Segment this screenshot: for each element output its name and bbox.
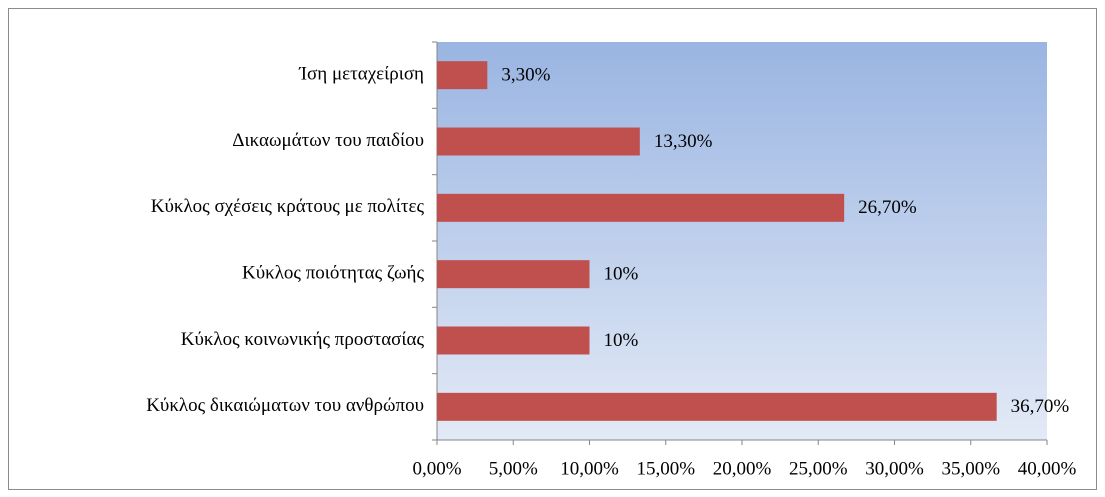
x-tick-label: 5,00% — [489, 458, 538, 479]
x-tick-label: 30,00% — [865, 458, 924, 479]
value-label: 13,30% — [654, 131, 713, 152]
y-tick-label: Ίση μεταχείριση — [298, 64, 424, 85]
x-tick-label: 20,00% — [713, 458, 772, 479]
x-tick-label: 35,00% — [941, 458, 1000, 479]
y-tick-label: Κύκλος ποιότητας ζωής — [242, 263, 424, 284]
value-label: 26,70% — [858, 197, 917, 218]
y-tick-label: Κύκλος κοινωνικής προστασίας — [181, 329, 425, 350]
value-label: 36,70% — [1011, 396, 1070, 417]
y-tick-label: Κύκλος δικαιώματων του ανθρώπου — [146, 395, 424, 416]
bar — [437, 61, 488, 90]
plot-area — [437, 42, 1047, 440]
y-tick-label: Κύκλος σχέσεις κράτους με πολίτες — [151, 196, 425, 217]
x-tick-label: 10,00% — [560, 458, 619, 479]
x-tick-label: 15,00% — [636, 458, 695, 479]
value-label: 10% — [604, 264, 639, 285]
x-tick-label: 25,00% — [789, 458, 848, 479]
bar — [437, 260, 590, 289]
bar — [437, 193, 845, 222]
value-label: 3,30% — [501, 65, 550, 86]
bar — [437, 127, 640, 156]
bar — [437, 392, 997, 421]
x-tick-label: 40,00% — [1018, 458, 1077, 479]
y-tick-label: Δικαωμάτων του παιδίου — [232, 130, 424, 151]
bar — [437, 326, 590, 355]
x-tick-label: 0,00% — [412, 458, 461, 479]
value-label: 10% — [604, 330, 639, 351]
